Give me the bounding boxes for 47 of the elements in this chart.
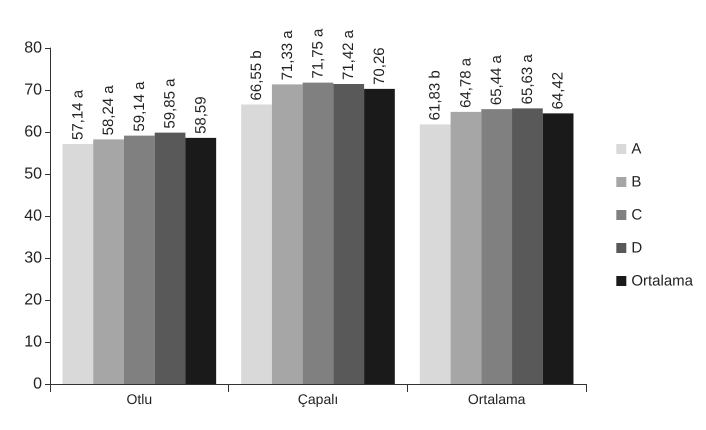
data-label: 58,24 a (100, 84, 118, 136)
data-label: 64,78 a (457, 57, 474, 108)
data-label: 71,75 a (310, 28, 326, 79)
data-label: 64,42 (550, 72, 567, 110)
data-label: 71,42 a (340, 29, 358, 80)
y-tick-label: 20 (24, 292, 42, 308)
bar (272, 84, 303, 384)
y-tick-label: 40 (24, 208, 42, 224)
bar (333, 84, 364, 384)
y-tick-label: 50 (24, 166, 42, 182)
data-label: 65,44 a (488, 54, 506, 106)
y-tick-label: 70 (24, 82, 42, 98)
legend-label: Ortalama (631, 272, 694, 290)
bar (364, 88, 395, 384)
bar (450, 112, 482, 384)
data-label: 58,59 (192, 96, 210, 134)
data-label: 61,83 b (426, 70, 444, 120)
legend-label: A (631, 140, 642, 158)
x-tick-label: Çapalı (298, 391, 338, 407)
bar (542, 113, 574, 384)
legend-label: C (631, 206, 642, 224)
data-label: 71,33 a (278, 30, 296, 80)
data-label: 65,63 a (518, 54, 536, 104)
bar (481, 109, 512, 384)
data-label: 59,85 a (162, 78, 179, 129)
bar (420, 124, 451, 384)
x-tick-label: Otlu (126, 391, 152, 407)
y-tick-label: 0 (33, 376, 42, 392)
bar (62, 144, 94, 384)
legend-label: D (631, 240, 642, 256)
bar (93, 139, 124, 384)
legend-label: B (631, 174, 642, 190)
data-label: 66,55 b (248, 50, 266, 100)
bar (185, 138, 216, 384)
data-label: 57,14 a (69, 89, 86, 140)
y-tick-label: 80 (24, 40, 42, 56)
y-tick-label: 10 (24, 334, 42, 350)
bar (512, 108, 543, 384)
bar (302, 82, 334, 384)
bar (124, 136, 155, 384)
bar (241, 104, 272, 384)
y-tick-label: 30 (24, 250, 42, 266)
data-label: 70,26 (370, 47, 388, 85)
bar (154, 132, 186, 384)
x-tick-label: Ortalama (468, 391, 526, 407)
y-tick-label: 60 (24, 124, 42, 140)
data-label: 59,14 a (130, 80, 148, 132)
